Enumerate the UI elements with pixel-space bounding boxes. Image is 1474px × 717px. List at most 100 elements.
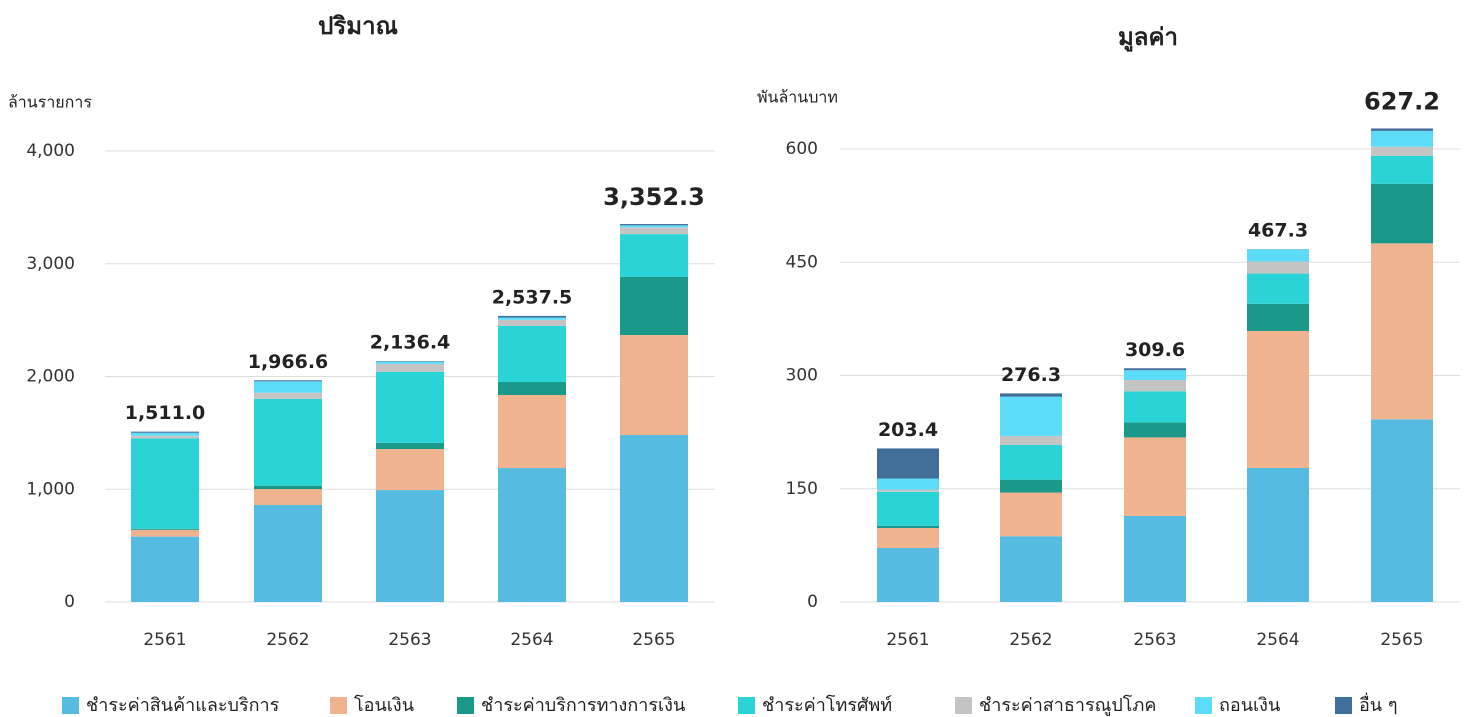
bar-segment — [1247, 261, 1309, 274]
bar-segment — [254, 381, 322, 393]
y-tick-label: 0 — [64, 592, 75, 612]
legend-swatch — [457, 697, 474, 714]
bar-segment — [1371, 130, 1433, 147]
bar-segment — [1247, 249, 1309, 262]
chart-title: ปริมาณ — [318, 12, 398, 40]
y-tick-label: 300 — [786, 366, 818, 386]
y-tick-label: 4,000 — [26, 141, 75, 161]
bar-segment — [1124, 422, 1186, 438]
legend-label: ชำระค่าสินค้าและบริการ — [86, 695, 280, 716]
bar-segment — [376, 371, 444, 443]
legend-label: ชำระค่าบริการทางการเงิน — [481, 695, 685, 716]
bar-segment — [1000, 536, 1062, 602]
bar-segment — [1000, 393, 1062, 397]
y-tick-label: 600 — [786, 139, 818, 159]
x-tick-label: 2565 — [1380, 630, 1423, 650]
bar-segment — [131, 432, 199, 436]
x-tick-label: 2561 — [143, 630, 186, 650]
bar-segment — [498, 468, 566, 602]
bar-segment — [1247, 330, 1309, 468]
bar-segment — [620, 234, 688, 277]
bar-segment — [498, 382, 566, 395]
legend-swatch — [330, 697, 347, 714]
bar-segment — [877, 448, 939, 479]
total-label: 276.3 — [1001, 364, 1061, 386]
bar-segment — [877, 478, 939, 490]
bar-segment — [254, 489, 322, 506]
bar-segment — [376, 442, 444, 449]
bar-segment — [620, 276, 688, 336]
bar-segment — [131, 529, 199, 537]
bar-segment — [498, 315, 566, 318]
bar-segment — [877, 528, 939, 549]
bar-segment — [131, 431, 199, 433]
bar-segment — [376, 361, 444, 364]
bar-segment — [131, 528, 199, 530]
bar-segment — [620, 227, 688, 235]
x-tick-label: 2563 — [388, 630, 431, 650]
y-tick-label: 150 — [786, 479, 818, 499]
bar-segment — [254, 392, 322, 399]
bar-segment — [131, 536, 199, 602]
bar-segment — [877, 491, 939, 526]
bar-segment — [254, 380, 322, 382]
x-tick-label: 2562 — [266, 630, 309, 650]
bar-segment — [620, 224, 688, 226]
bar-segment — [1124, 370, 1186, 381]
bar-segment — [1371, 146, 1433, 156]
legend-label: ถอนเงิน — [1219, 695, 1280, 716]
x-tick-label: 2565 — [632, 630, 675, 650]
bar-segment — [1000, 479, 1062, 493]
bar-segment — [1247, 273, 1309, 304]
bar-segment — [620, 335, 688, 436]
bar-segment — [376, 490, 444, 602]
x-tick-label: 2562 — [1009, 630, 1052, 650]
legend-label: โอนเงิน — [354, 694, 414, 716]
bar-segment — [1124, 515, 1186, 602]
bar-segment — [254, 505, 322, 602]
total-label: 1,511.0 — [125, 402, 206, 424]
bar-segment — [1000, 396, 1062, 436]
y-axis-label: พันล้านบาท — [757, 88, 838, 107]
bar-segment — [877, 489, 939, 492]
total-label: 309.6 — [1125, 339, 1185, 361]
bar-segment — [376, 448, 444, 491]
y-axis-label: ล้านรายการ — [8, 93, 92, 112]
bar-segment — [1371, 419, 1433, 602]
x-tick-label: 2564 — [1256, 630, 1299, 650]
total-label: 467.3 — [1248, 220, 1308, 242]
legend-label: อื่น ๆ — [1359, 692, 1398, 716]
bar-segment — [254, 398, 322, 486]
legend-swatch — [1195, 697, 1212, 714]
y-tick-label: 1,000 — [26, 479, 75, 499]
bar-segment — [498, 319, 566, 326]
bar-segment — [1124, 391, 1186, 423]
bar-segment — [131, 438, 199, 529]
bar-segment — [1000, 435, 1062, 445]
bar-segment — [877, 525, 939, 529]
total-label: 3,352.3 — [603, 183, 705, 211]
legend-swatch — [62, 697, 79, 714]
total-label: 203.4 — [878, 419, 938, 441]
x-tick-label: 2564 — [510, 630, 553, 650]
total-label: 2,537.5 — [492, 286, 573, 308]
bar-segment — [498, 394, 566, 469]
legend-swatch — [955, 697, 972, 714]
bar-segment — [376, 363, 444, 372]
bar-segment — [1371, 183, 1433, 244]
total-label: 2,136.4 — [370, 332, 451, 354]
x-tick-label: 2563 — [1133, 630, 1176, 650]
bar-segment — [1247, 467, 1309, 602]
bar-segment — [620, 435, 688, 602]
legend-swatch — [738, 697, 755, 714]
bar-segment — [1124, 368, 1186, 371]
bar-segment — [1371, 128, 1433, 131]
bar-segment — [1000, 444, 1062, 480]
bar-segment — [131, 435, 199, 439]
y-tick-label: 0 — [807, 592, 818, 612]
bar-segment — [254, 485, 322, 490]
chart-title: มูลค่า — [1118, 23, 1178, 52]
bar-segment — [498, 325, 566, 383]
total-label: 1,966.6 — [248, 351, 329, 373]
